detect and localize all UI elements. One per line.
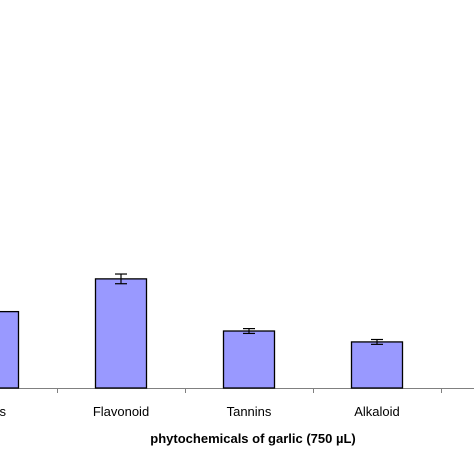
x-axis [0,388,474,393]
bar-alkaloid [350,341,404,389]
bars [0,278,404,389]
bar-olics [0,310,20,389]
x-tick-label: olics [0,404,6,419]
x-tick-label: Tannins [227,404,272,419]
bar-flavonoid [94,278,148,389]
error-bars [115,273,383,345]
x-tick-label: Alkaloid [354,404,400,419]
x-axis-title: phytochemicals of garlic (750 µL) [150,431,355,446]
x-tick-labels: olicsFlavonoidTanninsAlkaloidC [0,404,400,419]
x-tick-label: Flavonoid [93,404,149,419]
bar-tannins [222,330,276,389]
